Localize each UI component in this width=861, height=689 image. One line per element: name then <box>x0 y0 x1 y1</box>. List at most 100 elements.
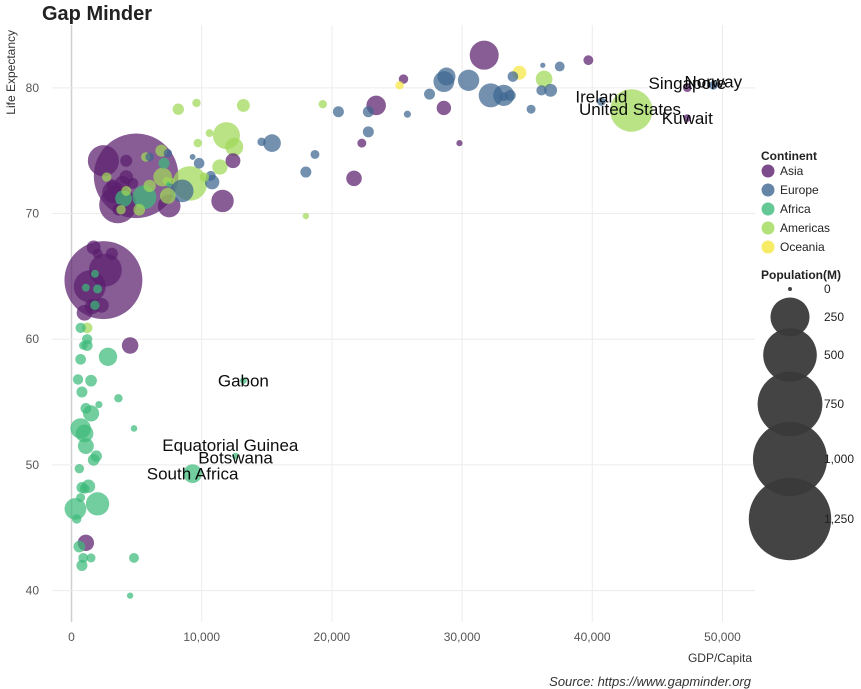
legend-swatch <box>761 164 775 178</box>
data-point <box>436 100 452 116</box>
data-point <box>72 374 84 385</box>
legend-swatch <box>761 240 775 254</box>
data-point <box>159 188 176 204</box>
data-point <box>76 386 88 398</box>
data-point <box>158 157 170 169</box>
data-point <box>535 70 553 88</box>
data-point <box>554 61 565 72</box>
legend-size-label: 750 <box>824 397 844 411</box>
data-point <box>456 140 463 147</box>
data-point <box>80 403 92 414</box>
legend-size-marker <box>763 328 817 382</box>
legend-item-label: Africa <box>780 202 811 216</box>
data-point <box>332 106 344 118</box>
data-point <box>105 247 118 260</box>
legend-item-label: Americas <box>780 221 830 235</box>
data-point <box>362 106 374 118</box>
data-point <box>193 157 205 169</box>
data-point <box>544 83 558 97</box>
country-label: United States <box>579 100 681 119</box>
data-point <box>93 284 103 294</box>
data-point <box>114 394 123 403</box>
data-point <box>526 104 536 114</box>
data-point <box>225 153 241 169</box>
legend-population-title: Population(M) <box>761 268 841 282</box>
data-point <box>106 179 118 190</box>
data-point <box>86 553 96 563</box>
legend-item-label: Asia <box>780 164 804 178</box>
data-point <box>73 540 86 553</box>
data-point <box>75 322 86 334</box>
chart-title: Gap Minder <box>42 3 153 25</box>
data-point <box>540 62 546 68</box>
y-tick-label: 70 <box>26 207 40 221</box>
data-point <box>79 341 88 350</box>
x-tick-label: 10,000 <box>183 630 220 644</box>
data-point <box>437 67 456 86</box>
data-point <box>346 170 362 187</box>
data-point <box>536 85 547 96</box>
data-point <box>92 248 103 259</box>
data-point <box>90 300 100 310</box>
data-point <box>116 205 126 215</box>
country-label: South Africa <box>147 465 239 484</box>
data-point <box>101 172 112 182</box>
x-tick-label: 20,000 <box>314 630 351 644</box>
data-point <box>183 464 202 484</box>
data-point <box>121 185 132 196</box>
legend-size-marker <box>748 477 832 561</box>
data-point <box>362 126 374 138</box>
x-tick-label: 30,000 <box>444 630 481 644</box>
data-point <box>424 88 436 100</box>
data-point <box>583 55 594 66</box>
data-point <box>120 154 133 167</box>
country-label: Botswana <box>198 448 273 467</box>
data-point <box>64 498 87 520</box>
data-point <box>81 283 90 292</box>
legend-size-label: 1,250 <box>824 512 854 526</box>
data-point <box>318 99 328 109</box>
legend-size-label: 500 <box>824 348 844 362</box>
data-point <box>192 98 201 108</box>
y-tick-label: 80 <box>26 81 40 95</box>
data-point <box>395 81 404 90</box>
x-tick-label: 0 <box>68 630 75 644</box>
data-point <box>263 134 281 152</box>
data-point <box>85 492 110 516</box>
data-point <box>163 148 173 158</box>
data-point <box>73 270 106 303</box>
data-point <box>300 166 312 178</box>
legend-size-label: 1,000 <box>824 452 854 466</box>
country-label: Kuwait <box>662 109 713 128</box>
data-point <box>78 552 89 563</box>
y-tick-label: 40 <box>26 584 40 598</box>
data-point <box>236 99 250 112</box>
source-note: Source: https://www.gapminder.org <box>549 674 751 689</box>
x-tick-label: 40,000 <box>574 630 611 644</box>
data-point <box>85 374 97 387</box>
data-point <box>310 149 320 159</box>
legend-swatch <box>761 221 775 235</box>
data-point <box>232 452 239 460</box>
legend-size-marker <box>788 287 792 291</box>
data-point <box>76 559 88 571</box>
data-point <box>121 337 139 354</box>
country-label: Ireland <box>575 88 627 107</box>
data-point <box>130 425 138 432</box>
data-point <box>610 89 653 132</box>
legend-size-label: 250 <box>824 310 844 324</box>
data-point <box>79 483 90 494</box>
legend-size-marker <box>757 371 823 437</box>
legend-size-marker <box>752 421 828 497</box>
data-point <box>133 203 146 216</box>
data-point <box>90 450 102 462</box>
data-point <box>129 552 139 563</box>
data-point <box>457 69 480 91</box>
data-point <box>193 138 203 148</box>
data-point <box>499 92 509 102</box>
y-tick-label: 50 <box>26 458 40 472</box>
data-point <box>398 74 409 84</box>
data-point <box>240 377 247 385</box>
data-point <box>257 137 266 147</box>
